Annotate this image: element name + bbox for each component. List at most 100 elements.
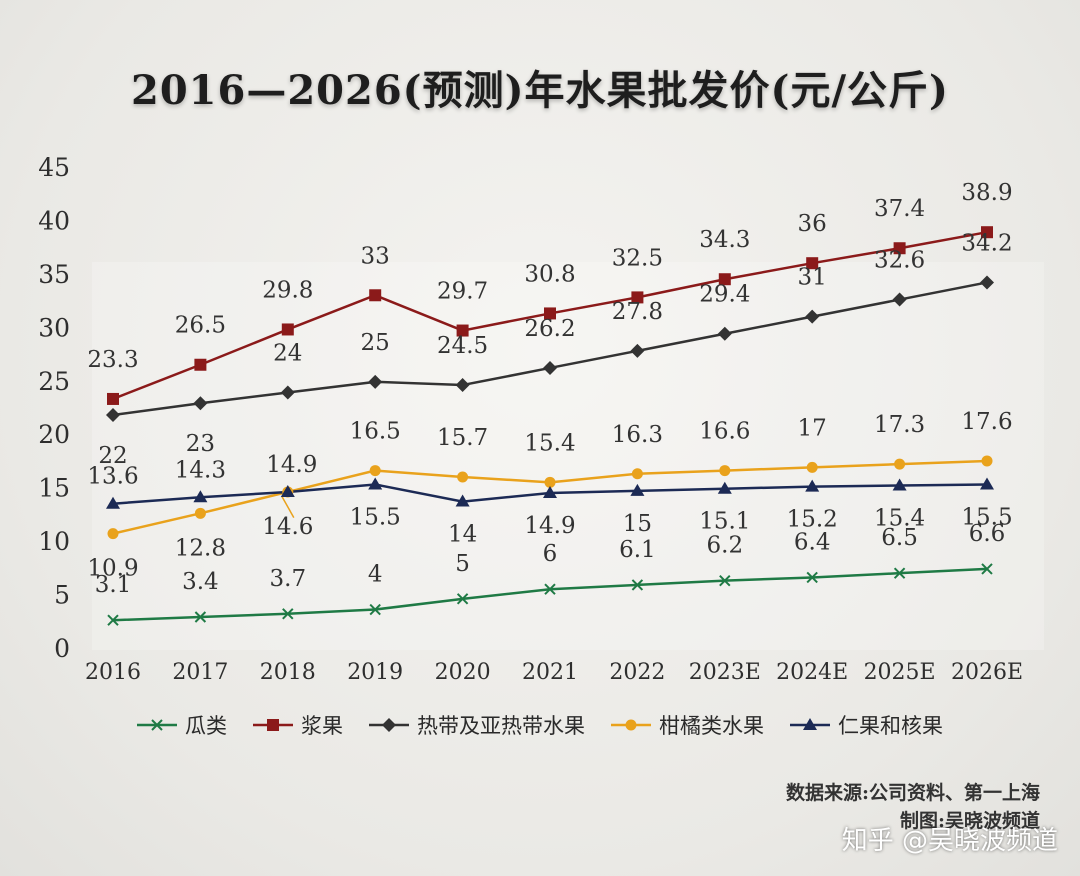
data-point-marker [280,484,295,497]
x-tick-label: 2026E [951,660,1023,685]
data-label: 17 [798,415,827,441]
legend-marker-icon [137,719,177,731]
data-point-marker [806,461,818,473]
data-point-marker [368,374,383,389]
y-tick-label: 10 [38,527,70,556]
data-point-marker [892,292,907,307]
legend-item: 浆果 [253,710,343,740]
data-label: 3.7 [270,566,307,592]
data-label: 34.2 [961,230,1012,256]
y-tick-label: 25 [38,367,70,396]
legend-item: 仁果和核果 [790,710,943,740]
data-point-marker [107,528,119,540]
data-label: 29.4 [699,282,750,308]
legend-marker-icon [369,718,409,732]
data-point-marker [194,507,206,519]
data-label: 23.3 [87,347,138,373]
data-label: 6.4 [794,529,831,555]
data-point-marker [630,483,645,496]
y-tick-label: 35 [38,260,70,289]
data-label: 6.1 [619,537,656,563]
legend-item: 柑橘类水果 [611,710,764,740]
legend: 瓜类 浆果 热带及亚热带水果 柑橘类水果 仁果和核果 [0,710,1080,740]
data-point-marker [719,574,731,587]
data-label: 34.3 [699,227,750,253]
watermark: 知乎 @吴晓波频道 [841,826,1058,856]
data-point-marker [893,242,906,255]
data-point-marker [281,323,294,336]
data-label: 15 [623,511,652,537]
data-label: 15.1 [699,509,750,535]
data-point-marker [717,326,732,341]
data-point-marker [892,478,907,491]
legend-marker [625,719,637,731]
data-point-marker [369,289,382,302]
data-point-marker [543,486,557,499]
data-label: 29.8 [262,277,313,303]
data-label: 4 [368,562,383,588]
data-label: 15.4 [524,430,575,456]
data-label: 3.1 [95,572,132,598]
data-label: 29.7 [437,279,488,305]
data-point-marker [806,571,818,584]
data-point-marker [544,583,556,595]
data-label: 15.5 [350,504,401,530]
data-label: 6.5 [881,525,918,551]
data-label: 15.5 [961,504,1012,530]
data-point-marker [544,476,556,488]
legend-label: 热带及亚热带水果 [417,714,585,738]
data-label: 6 [543,541,558,567]
data-label: 38.9 [961,180,1012,206]
data-label: 24.5 [437,333,488,359]
y-tick-label: 40 [38,206,70,235]
legend-label: 瓜类 [185,714,227,738]
data-point-marker [368,477,383,490]
y-tick-label: 45 [38,153,70,182]
data-point-marker [631,291,644,304]
source-note: 数据来源:公司资料、第一上海 [785,782,1040,804]
data-label: 22 [98,443,127,469]
data-point-marker [455,494,470,507]
legend-marker-icon [611,719,651,731]
x-tick-label: 2024E [776,660,848,685]
legend-label: 浆果 [301,714,343,738]
data-point-marker [193,396,208,411]
data-label: 26.5 [175,313,226,339]
data-point-marker [456,324,469,337]
data-label: 14.3 [175,457,226,483]
data-label: 24 [273,341,302,367]
data-label: 27.8 [612,299,663,325]
legend-marker [382,718,396,732]
data-point-marker [107,614,119,626]
data-label: 5 [455,551,470,577]
data-label: 17.6 [961,409,1012,435]
data-point-marker [717,481,732,494]
data-label: 16.3 [612,422,663,448]
data-point-marker [894,458,906,470]
data-point-marker [455,378,470,393]
data-point-marker [981,455,993,467]
data-point-marker [980,275,994,290]
data-point-marker [106,407,120,422]
data-point-marker [282,608,294,620]
data-label: 32.5 [612,245,663,271]
data-label: 16.6 [699,419,750,445]
data-label: 14.6 [262,514,313,540]
data-point-marker [805,479,820,492]
chart-title: 2016—2026(预测)年水果批发价(元/公斤) [131,67,949,114]
data-point-marker [194,611,207,623]
data-point-marker [280,385,295,400]
data-label: 13.6 [87,464,138,490]
data-point-marker [543,360,557,375]
data-label: 14.9 [266,452,317,478]
data-point-marker [194,358,207,371]
legend-marker-icon [253,719,293,731]
data-label: 14 [448,522,477,548]
y-tick-label: 20 [38,420,70,449]
x-tick-label: 2021 [522,660,578,685]
data-label: 17.3 [874,412,925,438]
data-point-marker [106,496,120,509]
x-tick-label: 2020 [435,660,491,685]
y-tick-label: 5 [54,581,70,610]
